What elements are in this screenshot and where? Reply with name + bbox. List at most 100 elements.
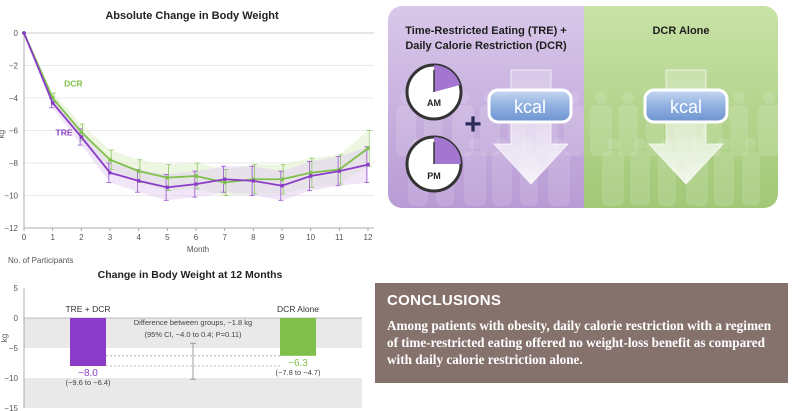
kcal-left-label: kcal bbox=[514, 97, 546, 117]
person-silhouette-icon bbox=[590, 105, 612, 156]
y-tick-label: −15 bbox=[4, 404, 18, 411]
x-tick-label: 4 bbox=[136, 233, 141, 242]
line-error-bars bbox=[48, 92, 372, 201]
conclusions-box: CONCLUSIONS Among patients with obesity,… bbox=[375, 283, 788, 383]
series-label-dcr: DCR bbox=[64, 79, 82, 89]
x-tick-label: 5 bbox=[165, 233, 170, 242]
data-point bbox=[108, 170, 112, 175]
person-silhouette-icon bbox=[758, 105, 778, 156]
data-point bbox=[308, 174, 313, 178]
data-point bbox=[280, 183, 284, 188]
clock-am-icon: AM bbox=[405, 63, 463, 121]
person-silhouette-icon bbox=[464, 151, 486, 206]
bar-chart-title: Change in Body Weight at 12 Months bbox=[98, 269, 283, 281]
bar-bars: TRE + DCR −8.0(−9.6 to −6.4) DCR Alone −6.3… bbox=[65, 304, 321, 387]
data-point bbox=[22, 31, 26, 35]
person-silhouette-icon bbox=[595, 92, 607, 104]
line-series bbox=[22, 31, 370, 190]
y-tick-label: 0 bbox=[14, 314, 19, 323]
person-silhouette-icon bbox=[607, 138, 619, 150]
y-tick-label: −6 bbox=[9, 127, 19, 136]
y-tick-label: −5 bbox=[9, 344, 19, 353]
bar-band bbox=[24, 378, 362, 408]
clock-am-label: AM bbox=[427, 98, 441, 108]
data-point bbox=[108, 157, 112, 162]
difference-ci-label: (95% CI, −4.0 to 0.4; P=0.11) bbox=[144, 330, 242, 339]
person-silhouette-icon bbox=[714, 151, 734, 206]
kcal-right-label: kcal bbox=[670, 97, 702, 117]
bar-dcr-alone bbox=[280, 318, 316, 356]
y-tick-label: −8 bbox=[9, 159, 19, 168]
y-tick-label: −2 bbox=[9, 62, 19, 71]
kcal-badge: kcal bbox=[487, 88, 573, 124]
bar-value-label: −8.0 bbox=[78, 368, 98, 379]
data-point bbox=[251, 178, 256, 183]
bar-difference: Difference between groups, −1.8 kg (95% C… bbox=[106, 318, 280, 380]
person-silhouette-icon bbox=[618, 105, 638, 156]
ci-band bbox=[24, 33, 368, 201]
person-silhouette-icon bbox=[469, 138, 481, 150]
plus-sign: + bbox=[464, 108, 482, 141]
data-point bbox=[308, 170, 313, 175]
bar-category-label: DCR Alone bbox=[277, 304, 319, 314]
person-silhouette-icon bbox=[548, 151, 570, 206]
line-chart-ylabel: kg bbox=[0, 130, 6, 138]
person-silhouette-icon bbox=[745, 138, 757, 150]
y-tick-label: 0 bbox=[14, 29, 19, 38]
data-point bbox=[136, 178, 141, 183]
data-point bbox=[79, 135, 84, 139]
series-label-tre: TRE bbox=[56, 127, 73, 137]
person-silhouette-icon bbox=[733, 92, 745, 104]
x-tick-label: 0 bbox=[22, 233, 27, 242]
conclusions-heading: CONCLUSIONS bbox=[387, 292, 502, 309]
x-tick-label: 6 bbox=[194, 233, 199, 242]
x-tick-label: 8 bbox=[251, 233, 256, 242]
bar-tre-dcr bbox=[70, 318, 106, 366]
x-tick-label: 1 bbox=[50, 233, 55, 242]
person-silhouette-icon bbox=[742, 151, 760, 206]
person-silhouette-icon bbox=[630, 151, 650, 206]
person-silhouette-icon bbox=[763, 92, 775, 104]
line-series-labels: DCR TRE bbox=[56, 79, 83, 138]
clock-pm-label: PM bbox=[427, 171, 441, 181]
bar-category-label: TRE + DCR bbox=[65, 304, 110, 314]
ci-band bbox=[24, 33, 368, 196]
data-point bbox=[136, 169, 141, 174]
data-point bbox=[280, 177, 284, 182]
data-point bbox=[79, 130, 84, 135]
line-chart: Absolute Change in Body Weight kg 0 −2 −4 −… bbox=[0, 10, 374, 265]
data-point bbox=[194, 174, 198, 178]
illustration: Time-Restricted Eating (TRE) + Daily Cal… bbox=[388, 6, 778, 208]
line-ci-bands bbox=[24, 33, 368, 201]
data-point bbox=[222, 180, 227, 185]
data-point bbox=[194, 182, 198, 187]
x-tick-label: 3 bbox=[108, 233, 113, 242]
clock-pm-icon: PM bbox=[405, 135, 463, 193]
data-point bbox=[366, 162, 370, 167]
data-point bbox=[165, 175, 170, 180]
kcal-badge: kcal bbox=[643, 88, 729, 124]
bar-ci-label: (−9.6 to −6.4) bbox=[65, 378, 111, 387]
person-silhouette-icon bbox=[730, 105, 748, 156]
bar-chart-ylabel: kg bbox=[0, 334, 9, 342]
bar-ci-label: (−7.8 to −4.7) bbox=[275, 368, 321, 377]
bar-value-label: −6.3 bbox=[288, 358, 308, 369]
line-chart-xlabel: Month bbox=[187, 245, 209, 254]
person-silhouette-icon bbox=[622, 92, 634, 104]
data-point bbox=[50, 100, 55, 105]
line-y-ticks: 0 −2 −4 −6 −8 −10 −12 bbox=[4, 29, 18, 233]
x-tick-label: 10 bbox=[306, 233, 315, 242]
x-tick-label: 11 bbox=[335, 233, 344, 242]
y-tick-label: 5 bbox=[14, 284, 19, 293]
person-silhouette-icon bbox=[602, 151, 624, 206]
person-silhouette-icon bbox=[452, 105, 474, 156]
line-chart-footer: No. of Participants bbox=[8, 256, 73, 265]
person-silhouette-icon bbox=[492, 151, 512, 206]
x-tick-label: 7 bbox=[222, 233, 227, 242]
y-tick-label: −12 bbox=[4, 224, 18, 233]
person-silhouette-icon bbox=[634, 138, 646, 150]
difference-label: Difference between groups, −1.8 kg bbox=[134, 318, 252, 327]
y-tick-label: −10 bbox=[4, 374, 18, 383]
line-chart-title: Absolute Change in Body Weight bbox=[105, 10, 279, 22]
conclusions-text: Among patients with obesity, daily calor… bbox=[387, 318, 772, 367]
